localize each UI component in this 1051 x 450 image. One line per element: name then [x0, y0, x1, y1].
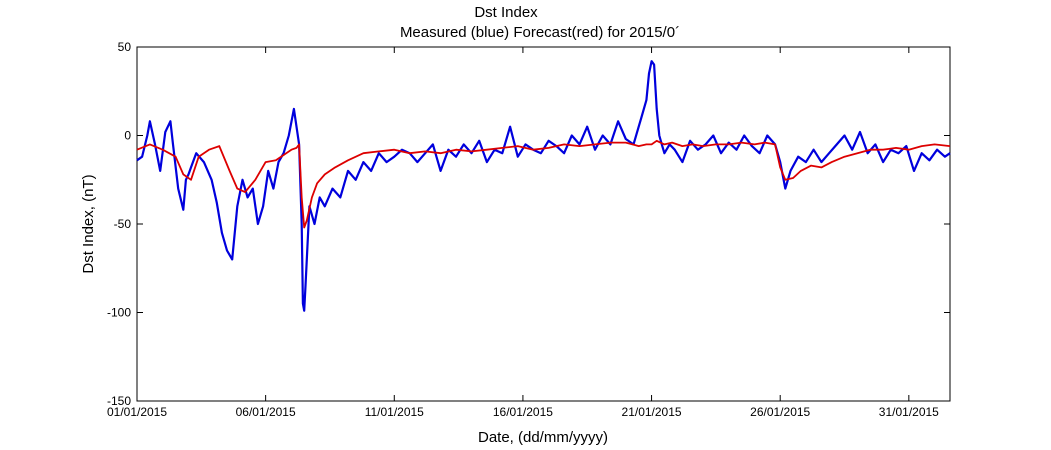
measured-series-line [136, 60, 951, 312]
y-tick-label: -150 [107, 394, 131, 408]
chart-subtitle: Measured (blue) Forecast(red) for 2015/0… [400, 24, 680, 41]
series-layer [136, 60, 951, 312]
x-tick-label: 01/01/2015 [107, 405, 167, 419]
x-tick-label: 21/01/2015 [622, 405, 682, 419]
y-tick-label: 50 [118, 40, 132, 54]
x-tick-label: 31/01/2015 [879, 405, 939, 419]
y-tick-label: -50 [114, 217, 132, 231]
y-axis: 50 0 -50 -100 -150 [107, 40, 950, 408]
y-axis-label: Dst Index, (nT) [80, 174, 97, 273]
x-tick-label: 26/01/2015 [750, 405, 810, 419]
x-tick-label: 11/01/2015 [365, 405, 424, 419]
x-axis-label: Date, (dd/mm/yyyy) [478, 429, 608, 446]
y-tick-label: 0 [124, 129, 131, 143]
chart-title: Dst Index [474, 4, 538, 21]
y-tick-label: -100 [107, 306, 131, 320]
forecast-series-line [136, 139, 951, 229]
x-axis: 01/01/2015 06/01/2015 11/01/2015 16/01/2015… [107, 47, 939, 419]
x-tick-label: 16/01/2015 [493, 405, 553, 419]
x-tick-label: 06/01/2015 [236, 405, 296, 419]
